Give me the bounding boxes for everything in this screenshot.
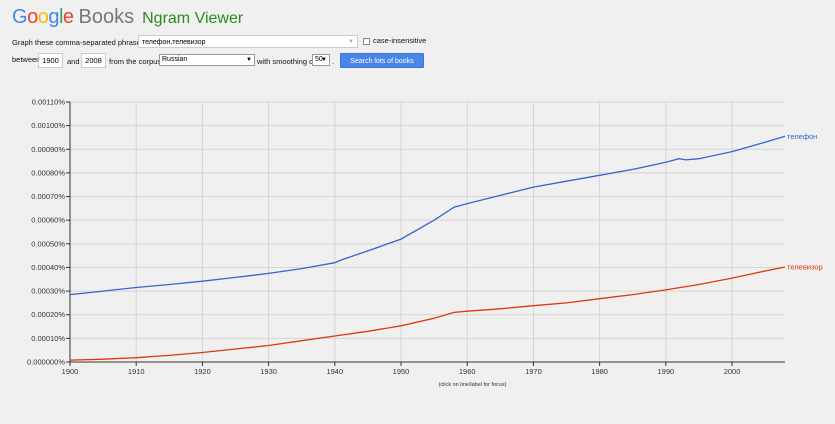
x-tick-label: 1960 <box>459 367 476 376</box>
x-tick-label: 1920 <box>194 367 211 376</box>
plot-area <box>70 102 785 362</box>
grid <box>69 101 785 363</box>
and-label: and <box>67 57 80 66</box>
x-tick-label: 1930 <box>260 367 277 376</box>
y-tick-label: 0.00030% <box>31 287 65 296</box>
smoothing-select[interactable]: 50 ▼ <box>312 54 330 66</box>
focus-note: (click on line/label for focus) <box>439 382 507 388</box>
case-insensitive-checkbox[interactable] <box>363 38 370 45</box>
chevron-down-icon[interactable]: ▼ <box>348 39 354 45</box>
series-label[interactable]: телефон <box>787 132 817 141</box>
corpus-label: from the corpus <box>109 57 162 66</box>
x-tick-label: 1910 <box>128 367 145 376</box>
logo-letter: g <box>48 6 59 28</box>
series-lines[interactable] <box>69 135 786 361</box>
ngram-chart[interactable]: 0.000000% 0.00010% 0.00020% 0.00030% 0.00040… <box>0 90 835 400</box>
series-labels[interactable]: телефон телевизор <box>787 132 823 272</box>
phrases-value: телефон,телевизор <box>142 39 206 46</box>
corpus-value: Russian <box>162 56 188 63</box>
logo-letter: o <box>27 6 38 28</box>
y-tick-label: 0.00070% <box>31 192 65 201</box>
period-label: . <box>332 57 335 66</box>
x-tick-label: 1990 <box>657 367 674 376</box>
y-axis: 0.000000% 0.00010% 0.00020% 0.00030% 0.00040… <box>27 98 71 367</box>
series-label[interactable]: телевизор <box>787 262 823 271</box>
y-tick-label: 0.00100% <box>31 121 65 130</box>
y-tick-label: 0.00110% <box>32 98 66 107</box>
phrases-input[interactable]: телефон,телевизор ▼ <box>138 35 358 48</box>
dropdown-arrow-icon: ▼ <box>321 57 327 63</box>
between-label: between <box>12 55 41 64</box>
start-year-input[interactable]: 1900 <box>38 53 63 68</box>
x-tick-label: 1950 <box>393 367 410 376</box>
app-header: Google Books Ngram Viewer <box>12 6 243 30</box>
x-tick-label: 1900 <box>62 367 79 376</box>
series-line[interactable] <box>69 266 786 361</box>
smoothing-label: with smoothing of <box>257 57 316 66</box>
y-tick-label: 0.00060% <box>31 216 65 225</box>
phrases-label: Graph these comma-separated phrases: <box>12 37 147 47</box>
y-tick-label: 0.000000% <box>27 358 65 367</box>
ngram-viewer-title[interactable]: Ngram Viewer <box>142 10 244 27</box>
google-logo[interactable]: Google <box>12 6 74 29</box>
y-tick-label: 0.00010% <box>31 334 65 343</box>
end-year-input[interactable]: 2008 <box>81 53 106 68</box>
x-tick-label: 2000 <box>724 367 741 376</box>
case-insensitive-label: case-insensitive <box>373 36 427 45</box>
logo-letter: G <box>12 6 28 28</box>
logo-letter: l <box>58 6 63 28</box>
y-tick-label: 0.00050% <box>31 239 65 248</box>
search-button[interactable]: Search lots of books <box>340 53 424 68</box>
smoothing-value: 50 <box>315 56 323 63</box>
books-label[interactable]: Books <box>78 6 135 28</box>
logo-letter: o <box>37 6 49 28</box>
y-tick-label: 0.00090% <box>31 145 65 154</box>
series-line[interactable] <box>69 135 786 296</box>
x-tick-label: 1940 <box>326 367 343 376</box>
y-tick-label: 0.00020% <box>31 310 65 319</box>
dropdown-arrow-icon: ▼ <box>246 57 252 63</box>
logo-letter: e <box>62 6 74 28</box>
corpus-select[interactable]: Russian ▼ <box>159 54 255 66</box>
x-axis: 1900 1910 1920 1930 1940 1950 1960 1970 1980 1990… <box>62 361 785 376</box>
x-tick-label: 1980 <box>591 367 608 376</box>
x-tick-label: 1970 <box>525 367 542 376</box>
y-tick-label: 0.00040% <box>31 263 65 272</box>
y-tick-label: 0.00080% <box>31 168 65 177</box>
